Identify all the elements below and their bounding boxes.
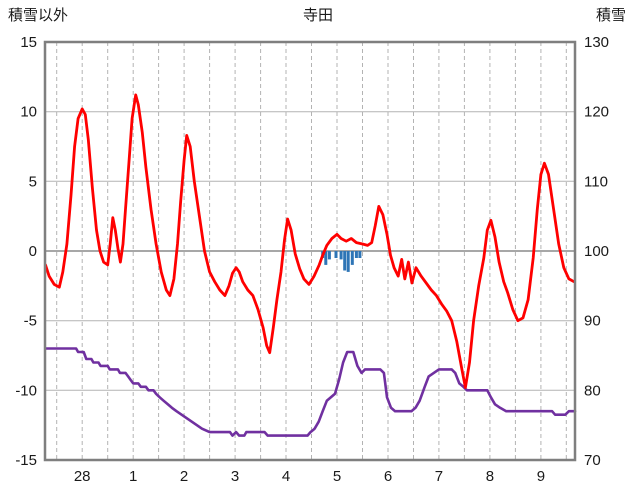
x-axis-tick-label: 5: [333, 468, 341, 485]
x-axis-tick-label: 2: [180, 468, 188, 485]
precipitation-bar: [334, 251, 338, 258]
x-axis-tick-label: 3: [231, 468, 239, 485]
snow-depth-line: [44, 347, 577, 437]
right-axis-tick-label: 130: [584, 34, 609, 51]
left-axis-tick-label: -5: [24, 313, 37, 330]
x-axis-tick-label: 8: [486, 468, 494, 485]
left-axis-tick-label: 0: [29, 243, 37, 260]
right-axis-tick-label: 100: [584, 243, 609, 260]
right-axis-tick-label: 80: [584, 382, 601, 399]
precipitation-bar: [327, 251, 331, 260]
precipitation-bar: [354, 251, 358, 258]
precipitation-bar: [350, 251, 354, 265]
right-axis-tick-label: 120: [584, 104, 609, 121]
left-axis-tick-label: -10: [15, 382, 37, 399]
precipitation-bar: [324, 251, 328, 265]
chart-title: 寺田: [302, 7, 333, 24]
precipitation-bar: [343, 251, 347, 271]
precipitation-bar: [339, 251, 343, 260]
left-axis-tick-label: 5: [29, 173, 37, 190]
x-axis-tick-label: 6: [384, 468, 392, 485]
x-axis-tick-label: 9: [537, 468, 545, 485]
right-axis-tick-label: 70: [584, 452, 601, 469]
right-axis-title: 積雪: [595, 7, 626, 24]
left-axis-tick-label: 10: [20, 104, 37, 121]
left-axis-title: 積雪以外: [8, 7, 69, 24]
right-axis-tick-label: 110: [584, 173, 608, 190]
precipitation-bar: [358, 251, 362, 258]
temperature-line: [44, 93, 576, 389]
x-axis-tick-label: 7: [435, 468, 443, 485]
precipitation-bar: [346, 251, 350, 272]
left-axis-tick-label: 15: [20, 34, 37, 51]
x-axis-tick-label: 1: [129, 468, 137, 485]
left-axis-tick-label: -15: [15, 452, 37, 469]
x-axis-tick-label: 4: [282, 468, 290, 485]
x-axis-tick-label: 28: [74, 468, 91, 485]
right-axis-tick-label: 90: [584, 313, 601, 330]
plot-border: [43, 40, 577, 462]
